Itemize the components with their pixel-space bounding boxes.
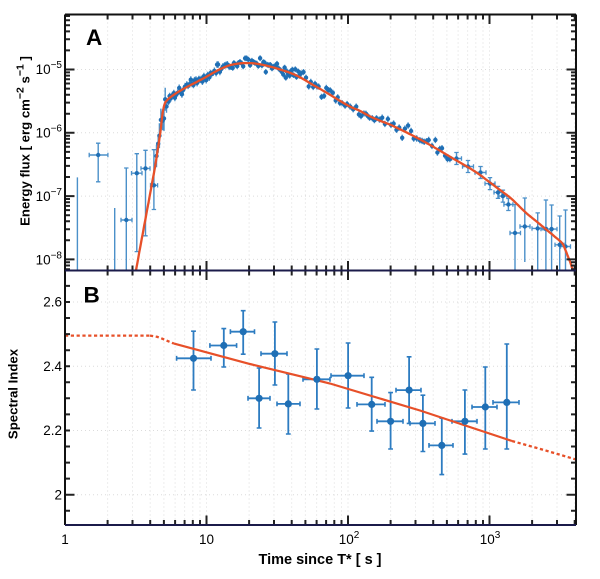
svg-text:B: B (84, 283, 100, 308)
svg-text:Spectral Index: Spectral Index (6, 348, 21, 439)
svg-text:2.6: 2.6 (43, 295, 62, 310)
svg-text:Energy flux [ erg cm−2 s−1 ]: Energy flux [ erg cm−2 s−1 ] (15, 56, 33, 226)
svg-text:2: 2 (54, 487, 62, 502)
svg-text:A: A (86, 25, 102, 50)
svg-text:Time since T* [ s ]: Time since T* [ s ] (258, 552, 381, 568)
svg-text:10: 10 (199, 532, 214, 547)
svg-text:1: 1 (61, 532, 69, 547)
svg-text:2.4: 2.4 (43, 359, 62, 374)
svg-text:2.2: 2.2 (43, 423, 62, 438)
